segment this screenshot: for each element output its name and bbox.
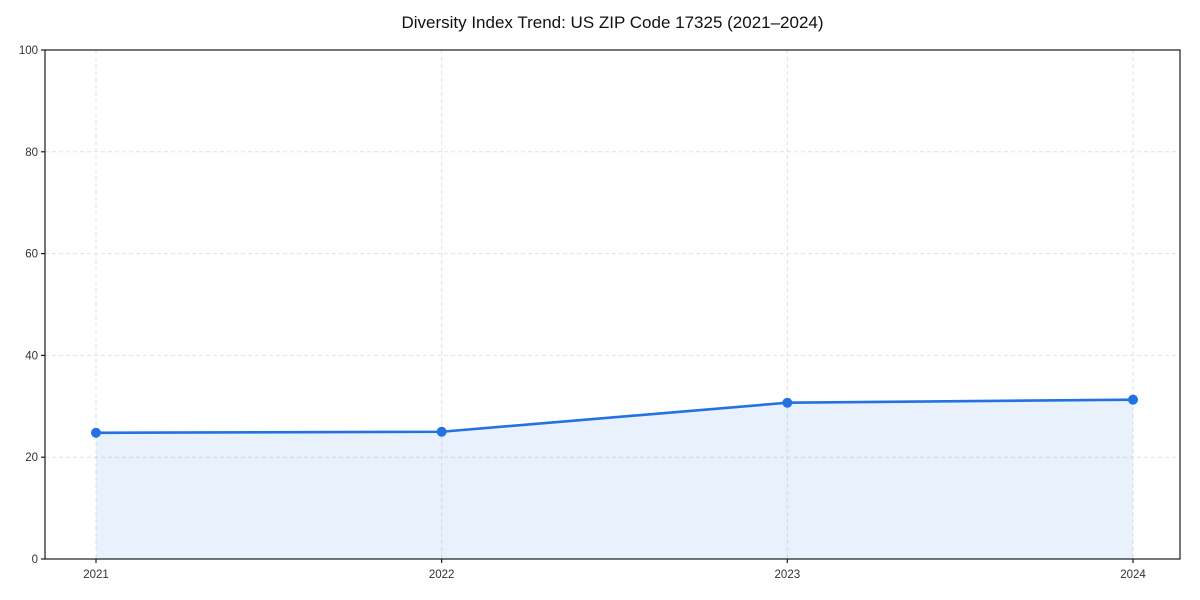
x-tick-label: 2022 [429,569,455,581]
y-tick-label: 60 [25,249,38,261]
x-tick-label: 2024 [1120,569,1146,581]
plot-border [44,49,1181,560]
y-tick-label: 20 [25,452,38,464]
y-tick-label: 0 [32,554,38,566]
y-tick-label: 80 [25,147,38,159]
chart-title: Diversity Index Trend: US ZIP Code 17325… [401,13,824,32]
data-point-2022 [436,426,447,437]
data-point-2021 [91,427,101,438]
x-tick-label: 2023 [775,569,801,581]
area-fill [96,399,1133,559]
trend-line [94,398,1135,435]
y-tick-label: 40 [25,350,38,362]
x-tick-label: 2021 [83,569,109,581]
y-tick-label: 100 [19,45,38,57]
data-point-2023 [782,397,793,408]
data-point-2024 [1128,394,1138,405]
